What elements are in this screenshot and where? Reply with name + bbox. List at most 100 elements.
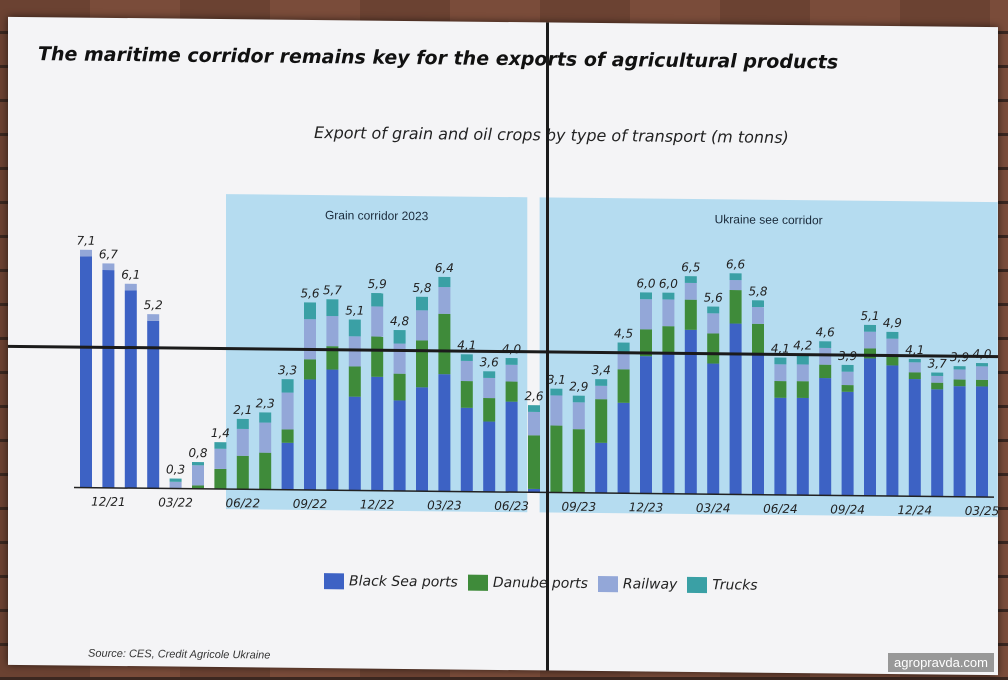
bar-segment-danube <box>729 290 742 324</box>
bar-segment-trucks <box>729 273 742 281</box>
presentation-screen: The maritime corridor remains key for th… <box>8 16 998 676</box>
bar-segment-danube <box>214 468 227 490</box>
x-tick-label: 06/24 <box>763 502 798 516</box>
bar-segment-trucks <box>371 292 384 307</box>
bar-segment-railway <box>304 319 316 360</box>
bar-segment-black-sea <box>684 329 697 495</box>
watermark: agropravda.com <box>888 653 994 672</box>
bar-segment-danube <box>662 326 675 354</box>
bar-segment-black-sea <box>528 488 540 493</box>
bar-segment-railway <box>124 283 137 291</box>
bar-segment-railway <box>662 299 675 327</box>
legend-swatch <box>467 574 488 591</box>
data-label: 4,8 <box>390 314 409 328</box>
bar-segment-trucks <box>348 319 361 337</box>
bar-segment-danube <box>908 372 921 380</box>
bar-segment-railway <box>774 364 787 382</box>
bar-segment-danube <box>684 299 697 330</box>
bar-segment-trucks <box>326 299 339 317</box>
bar-segment-railway <box>505 364 518 382</box>
bar-segment-trucks <box>236 418 249 430</box>
data-label: 4,9 <box>883 316 902 330</box>
bar-segment-trucks <box>908 358 921 363</box>
bar-segment-trucks <box>169 478 182 482</box>
data-label: 5,8 <box>748 284 767 298</box>
data-label: 3,6 <box>480 355 499 369</box>
bar-segment-danube <box>819 364 832 379</box>
bar-segment-black-sea <box>483 421 496 492</box>
bar-segment-danube <box>752 323 764 355</box>
bar-segment-danube <box>304 359 316 380</box>
bar-segment-trucks <box>572 395 585 403</box>
legend-item-danube: Danube ports <box>467 574 588 592</box>
bar-segment-danube <box>886 355 899 366</box>
bar-segment-railway <box>953 369 966 380</box>
bar-segment-railway <box>80 249 92 257</box>
data-label: 5,9 <box>368 277 387 291</box>
bar-segment-railway <box>147 314 160 321</box>
data-label: 5,7 <box>323 283 342 297</box>
bar-segment-trucks <box>438 276 451 288</box>
screen-seam-vertical <box>546 22 549 671</box>
legend-swatch <box>687 576 708 594</box>
data-label: 0,8 <box>188 446 207 460</box>
corridor-region-label: Ukraine see corridor <box>715 212 823 227</box>
bar-segment-railway <box>438 286 451 314</box>
bar-segment-danube <box>416 340 428 388</box>
bar-segment-trucks <box>460 354 473 362</box>
stacked-bar-chart: Grain corridor 2023 Ukraine see corridor 7… <box>74 194 998 518</box>
bar-segment-trucks <box>707 306 720 314</box>
bar-segment-black-sea <box>281 442 294 490</box>
bar-segment-trucks <box>953 366 966 370</box>
data-label: 5,1 <box>345 303 364 317</box>
bar-segment-trucks <box>886 331 899 339</box>
bar-segment-trucks <box>976 362 988 367</box>
bar-segment-railway <box>281 392 294 430</box>
bar-segment-danube <box>528 435 540 490</box>
bar-segment-railway <box>617 352 630 370</box>
bar-segment-black-sea <box>752 353 764 495</box>
bar-segment-trucks <box>393 330 406 344</box>
data-label: 5,2 <box>144 298 163 312</box>
bar-segment-black-sea <box>729 323 742 495</box>
bar-segment-danube <box>976 379 988 387</box>
bar-segment-danube <box>393 373 406 401</box>
bar-segment-trucks <box>528 405 540 412</box>
bar-segment-trucks <box>819 341 832 349</box>
bar-segment-danube <box>953 379 966 387</box>
source-note: Source: CES, Credit Agricole Ukraine <box>88 647 271 662</box>
bar-segment-black-sea <box>819 378 832 496</box>
bar-segment-black-sea <box>931 389 944 497</box>
bar-segment-railway <box>416 310 428 341</box>
bar-segment-railway <box>214 448 227 470</box>
chart-legend: Black Sea ports Danube ports Railway Tru… <box>324 573 758 594</box>
bar-segment-trucks <box>796 354 809 365</box>
data-label: 6,6 <box>726 257 745 271</box>
bar-segment-railway <box>976 366 988 380</box>
bar-segment-trucks <box>214 442 227 449</box>
bar-segment-railway <box>864 331 876 349</box>
bar-segment-trucks <box>617 342 630 353</box>
bar-segment-danube <box>640 329 652 357</box>
bar-segment-black-sea <box>864 358 876 496</box>
data-label: 3,4 <box>592 363 611 377</box>
bar-segment-railway <box>931 375 944 383</box>
bar-segment-black-sea <box>304 379 316 491</box>
bar-segment-black-sea <box>595 442 608 494</box>
bar-segment-railway <box>236 428 249 456</box>
bar-segment-black-sea <box>438 374 451 492</box>
bar-segment-black-sea <box>102 270 115 488</box>
data-label: 3,1 <box>547 373 566 387</box>
bar-segment-railway <box>752 307 764 324</box>
bar-segment-black-sea <box>976 386 988 498</box>
bar-segment-railway <box>192 465 204 486</box>
bar-segment-railway <box>707 313 720 334</box>
bar-segment-danube <box>281 429 294 443</box>
bar-segment-black-sea <box>774 397 787 495</box>
bar-segment-trucks <box>684 276 697 283</box>
bar-segment-railway <box>550 395 563 426</box>
bar-segment-black-sea <box>953 386 966 497</box>
bar-segment-black-sea <box>796 397 809 496</box>
bar-segment-black-sea <box>348 396 361 491</box>
bar-segment-trucks <box>281 379 294 393</box>
